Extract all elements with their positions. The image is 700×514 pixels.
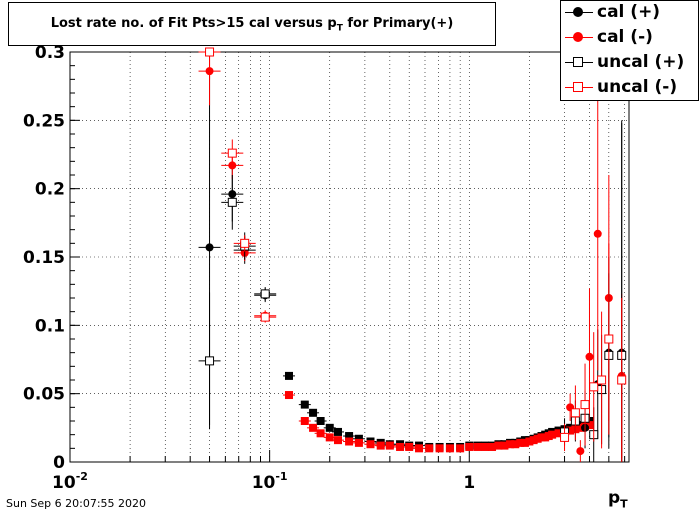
data-point-open-square — [205, 47, 215, 57]
open-square-marker-icon — [573, 82, 583, 92]
legend-label: uncal (+) — [597, 52, 685, 72]
data-point-square — [284, 391, 293, 400]
x-tick-label: 10-2 — [52, 470, 88, 493]
legend-label: cal (-) — [597, 27, 653, 47]
data-point-square — [548, 430, 557, 439]
data-point-square — [500, 441, 509, 450]
legend-entry-uncal-plus: uncal (+) — [561, 51, 700, 75]
y-tick-label: 0.3 — [35, 43, 65, 63]
data-point-square — [525, 437, 534, 446]
data-point-square — [511, 440, 520, 449]
timestamp: Sun Sep 6 20:07:55 2020 — [6, 497, 147, 510]
y-tick-label: 0 — [53, 453, 65, 473]
data-point-square — [415, 444, 424, 453]
data-point-circle — [585, 352, 594, 361]
y-tick-label: 0.15 — [23, 248, 65, 268]
data-point-open-square — [260, 312, 270, 322]
data-point-open-square — [580, 400, 590, 410]
data-point-square — [520, 438, 529, 447]
data-point-square — [300, 400, 309, 409]
legend-entry-uncal-minus: uncal (-) — [561, 76, 700, 100]
axis-ticks: 0 0.05 0.1 0.15 0.2 0.25 0.3 10-2 10-1 1 — [23, 43, 626, 493]
data-point-square — [309, 408, 318, 417]
data-point-square — [396, 442, 405, 451]
legend-entry-cal-plus: cal (+) — [561, 1, 700, 25]
data-point-square — [354, 438, 363, 447]
y-tick-label: 0.25 — [23, 111, 65, 131]
data-point-square — [284, 371, 293, 380]
data-point-square — [473, 442, 482, 451]
y-tick-label: 0.05 — [23, 385, 65, 405]
plot-frame — [69, 51, 630, 463]
data-point-square — [481, 442, 490, 451]
filled-circle-marker-icon — [573, 7, 583, 17]
x-tick-exponent: -1 — [275, 470, 287, 483]
data-point-square — [334, 436, 343, 445]
data-point-open-square — [260, 289, 270, 299]
y-tick-label: 0.1 — [35, 316, 65, 336]
data-point-square — [405, 442, 414, 451]
data-point-square — [376, 441, 385, 450]
data-point-square — [488, 442, 497, 451]
data-point-square — [554, 429, 563, 438]
data-point-square — [316, 429, 325, 438]
data-point-square — [566, 426, 575, 435]
data-point-square — [445, 444, 454, 453]
data-point-open-square — [570, 408, 580, 418]
data-point-square — [354, 434, 363, 443]
title-box: Lost rate no. of Fit Pts>15 cal versus p… — [8, 2, 496, 46]
data-point-square — [494, 441, 503, 450]
y-tick-label: 0.2 — [35, 180, 65, 200]
data-point-square — [506, 440, 515, 449]
data-point-square — [316, 417, 325, 425]
chart-title: Lost rate no. of Fit Pts>15 cal versus p… — [50, 16, 454, 34]
data-point-circle — [205, 243, 214, 252]
data-point-open-square — [617, 375, 627, 385]
data-point-square — [366, 440, 375, 449]
data-point-circle — [593, 229, 602, 238]
data-point-open-square — [597, 375, 607, 385]
data-point-square — [465, 442, 474, 451]
data-point-square — [309, 423, 318, 432]
data-point-open-square — [240, 238, 250, 248]
data-point-square — [385, 441, 394, 450]
open-square-marker-icon — [573, 57, 583, 67]
data-point-open-square — [604, 334, 614, 344]
legend-entry-cal-minus: cal (-) — [561, 26, 700, 50]
data-point-open-square — [227, 197, 237, 207]
grid — [70, 51, 629, 462]
legend-label: uncal (-) — [597, 77, 678, 97]
data-point-square — [529, 436, 538, 445]
data-point-open-square — [589, 382, 599, 392]
data-point-square — [325, 433, 334, 442]
data-point-open-square — [227, 148, 237, 158]
data-point-square — [576, 423, 585, 432]
data-point-square — [325, 423, 334, 432]
data-point-open-square — [560, 432, 570, 442]
data-point-square — [456, 444, 465, 453]
data-point-square — [334, 427, 343, 436]
data-point-square — [300, 417, 309, 425]
data-point-square — [425, 444, 434, 453]
data-point-square — [516, 438, 525, 447]
data-points — [198, 47, 627, 462]
x-axis-title: pT — [608, 488, 628, 511]
data-point-square — [345, 437, 354, 446]
x-tick-label: 10-1 — [252, 470, 288, 493]
x-tick-label: 1 — [463, 473, 475, 493]
legend: cal (+) cal (-) uncal (+) uncal (-) — [560, 0, 699, 101]
data-point-circle — [576, 447, 585, 456]
filled-circle-marker-icon — [573, 32, 583, 42]
legend-label: cal (+) — [597, 2, 661, 22]
x-tick-exponent: -2 — [76, 470, 88, 483]
data-point-square — [435, 444, 444, 453]
data-point-open-square — [205, 356, 215, 366]
data-point-square — [345, 432, 354, 441]
